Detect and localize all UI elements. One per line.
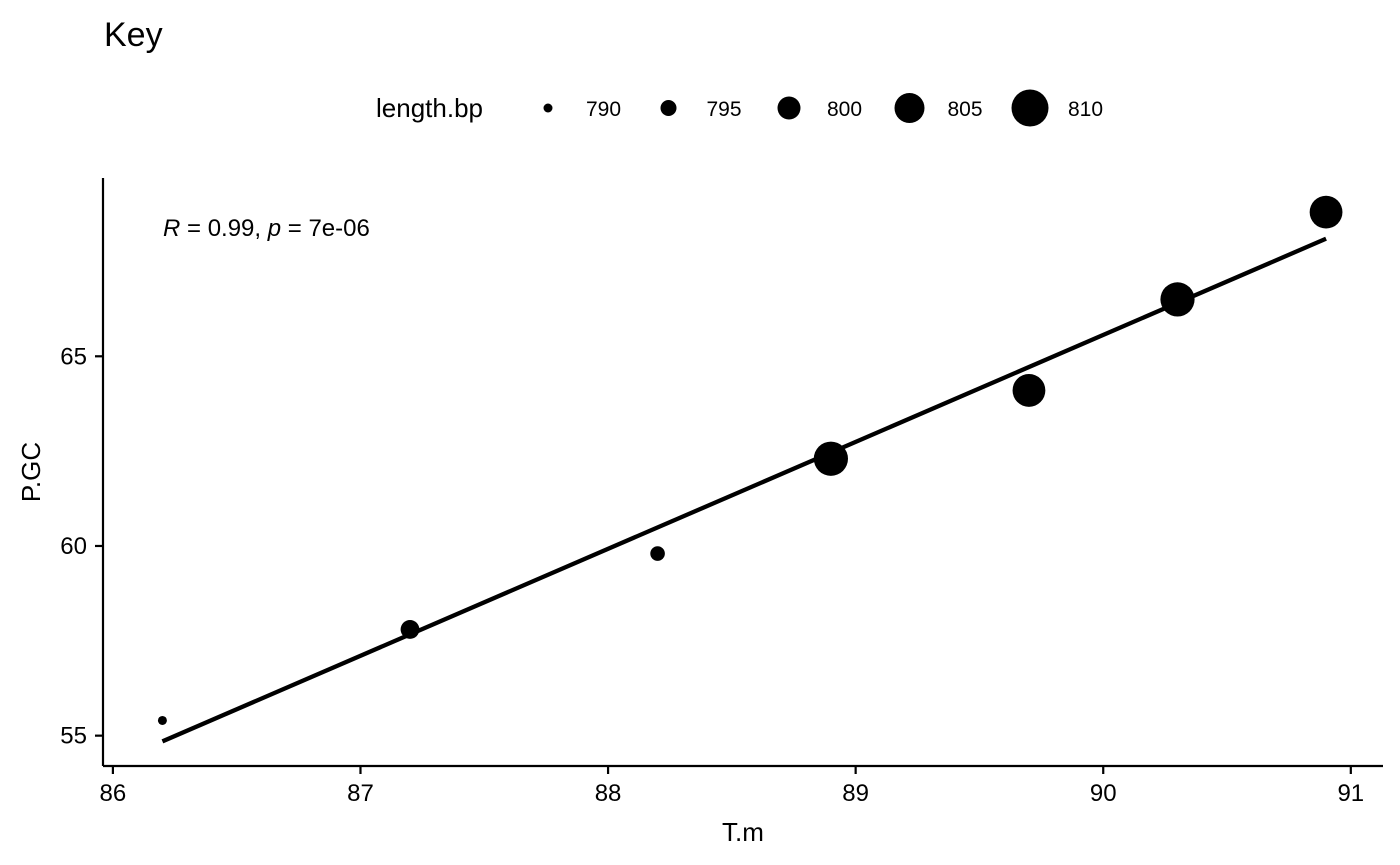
correlation-r-value: = 0.99,: [180, 215, 267, 242]
legend-items: 790 795 800 805 810: [543, 89, 1103, 127]
chart-title: Key: [104, 16, 163, 54]
data-point-5: [1160, 282, 1195, 317]
regression-line: [161, 236, 1327, 744]
data-point-0: [157, 715, 167, 725]
y-axis-title: P.GC: [16, 442, 46, 502]
legend-size-key-805: [894, 93, 925, 123]
data-point-2: [650, 546, 665, 561]
correlation-p-symbol: p: [267, 215, 281, 242]
data-points: [157, 195, 1343, 725]
legend: length.bp 790 795 800 805 810: [376, 89, 1103, 127]
correlation-r-symbol: R: [163, 215, 180, 242]
data-point-4: [1012, 374, 1046, 407]
legend-label-790: 790: [586, 98, 621, 121]
data-point-3: [813, 441, 848, 476]
x-axis-tick-label-1: 87: [347, 780, 374, 807]
legend-label-810: 810: [1068, 98, 1103, 121]
y-axis-tick-label-2: 65: [60, 343, 87, 370]
legend-size-key-795: [660, 100, 677, 116]
x-axis-tick-label-2: 88: [595, 780, 622, 807]
data-point-1: [400, 620, 420, 639]
y-axis-ticks: 55 60 65: [60, 343, 103, 750]
x-axis-ticks: 86 87 88 89 90 91: [100, 766, 1364, 807]
legend-title: length.bp: [376, 93, 483, 123]
legend-size-key-800: [777, 96, 801, 120]
legend-size-key-790: [543, 103, 553, 113]
plot-area: 86 87 88 89 90 91 55 60 65 R = 0.99, p = 7e-06: [60, 178, 1383, 807]
legend-label-800: 800: [827, 98, 862, 121]
x-axis-tick-label-3: 89: [842, 780, 869, 807]
legend-size-key-810: [1011, 89, 1049, 127]
x-axis-tick-label-0: 86: [100, 780, 127, 807]
y-axis-tick-label-0: 55: [60, 723, 87, 750]
correlation-annotation: R = 0.99, p = 7e-06: [163, 215, 370, 242]
regression-line-group: [161, 236, 1327, 744]
x-axis-tick-label-4: 90: [1090, 780, 1117, 807]
correlation-p-value: = 7e-06: [281, 215, 370, 242]
legend-label-805: 805: [948, 98, 983, 121]
x-axis-tick-label-5: 91: [1337, 780, 1364, 807]
y-axis-tick-label-1: 60: [60, 533, 87, 560]
legend-label-795: 795: [707, 98, 742, 121]
data-point-6: [1309, 195, 1343, 229]
x-axis-title: T.m: [722, 817, 764, 847]
